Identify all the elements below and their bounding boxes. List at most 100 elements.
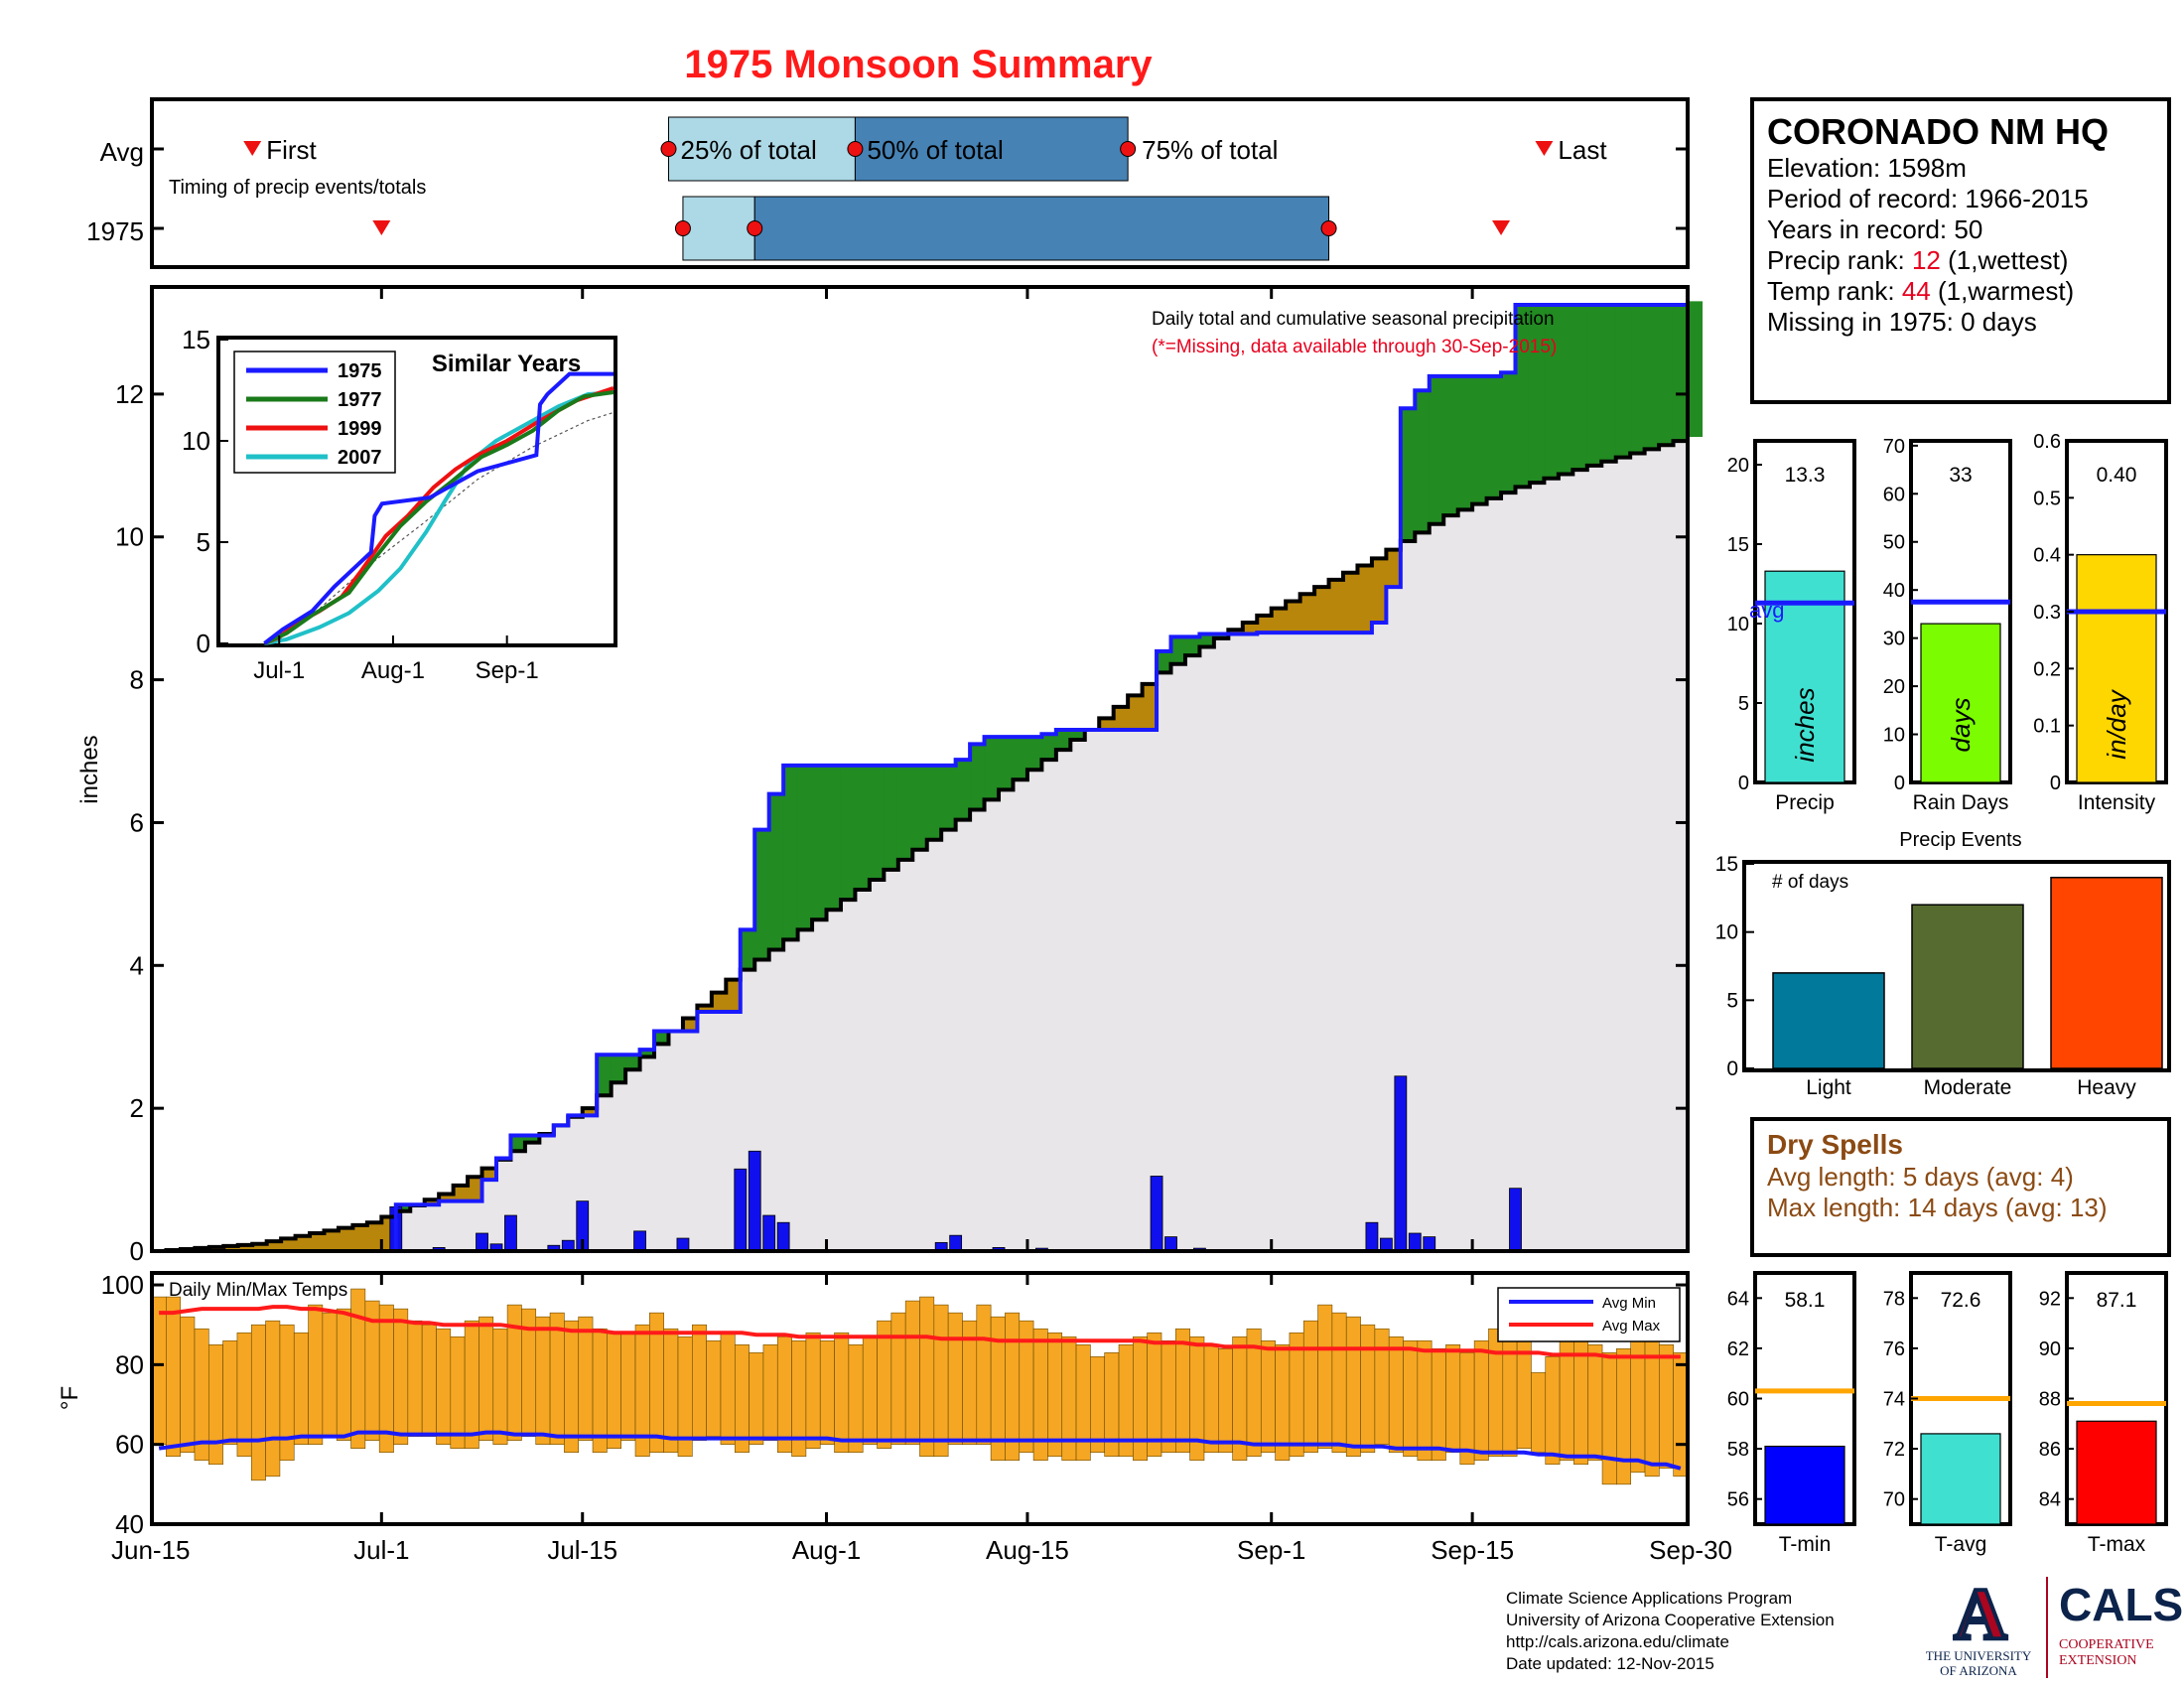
daily-temp-bar bbox=[236, 1332, 252, 1458]
event-label-moderate: Moderate bbox=[1924, 1076, 2012, 1099]
main-legend-line1: Daily total and cumulative seasonal prec… bbox=[1152, 309, 1555, 330]
main-legend-line2: (*=Missing, data available through 30-Se… bbox=[1152, 337, 1557, 357]
timing-row-1975-label: 1975 bbox=[86, 216, 144, 246]
inset-legend: 1975 1977 1999 2007 bbox=[233, 351, 396, 474]
below-average-fill bbox=[1343, 572, 1359, 633]
summary-1-tick-label: 60 bbox=[1883, 484, 1905, 505]
daily-temp-bar bbox=[1630, 1339, 1646, 1474]
main-precip-chart: 0 2 4 6 8 10 12 inches Daily total and cumulat… bbox=[76, 285, 1704, 1266]
timing-avg-q25-marker bbox=[660, 141, 677, 157]
below-average-fill bbox=[726, 979, 742, 1013]
daily-temp-bar bbox=[1417, 1339, 1433, 1462]
daily-temp-bar bbox=[862, 1336, 878, 1445]
station-frame bbox=[1750, 97, 2171, 404]
date-tick-label: Aug-1 bbox=[792, 1535, 861, 1565]
above-average-fill bbox=[999, 737, 1015, 790]
daily-temp-bar bbox=[222, 1339, 238, 1445]
event-bar-heavy bbox=[2050, 876, 2163, 1069]
above-average-fill bbox=[1586, 304, 1602, 466]
temp-plot-area bbox=[151, 1288, 1689, 1485]
daily-temp-bar bbox=[1289, 1332, 1304, 1458]
daily-precip-bar bbox=[1509, 1188, 1522, 1252]
ua-logo-line1: THE UNIVERSITY bbox=[1926, 1648, 2032, 1663]
temp-y-tick-label: 80 bbox=[115, 1349, 144, 1379]
below-average-fill bbox=[453, 1185, 469, 1201]
daily-temp-bar bbox=[663, 1328, 679, 1454]
daily-temp-bar bbox=[933, 1304, 949, 1458]
daily-temp-bar bbox=[478, 1316, 494, 1441]
daily-precip-bar bbox=[1423, 1236, 1436, 1252]
temp-legend-box bbox=[1497, 1287, 1681, 1342]
below-average-fill bbox=[1228, 630, 1244, 634]
below-average-fill bbox=[1314, 587, 1330, 633]
daily-temp-bar bbox=[1673, 1352, 1689, 1477]
below-average-fill bbox=[1357, 565, 1373, 633]
above-average-fill bbox=[1688, 301, 1704, 438]
date-tick-label: Sep-1 bbox=[1237, 1535, 1305, 1565]
daily-temp-bar bbox=[1431, 1348, 1446, 1462]
similar-years-inset: 0 5 10 15 Jul-1 Aug-1 Sep-1 Similar Years 1975… bbox=[182, 325, 617, 684]
daily-precip-bar bbox=[949, 1234, 963, 1252]
precip-events-plot: Light Moderate Heavy 0 5 10 15 bbox=[1715, 853, 2163, 1099]
footer-line4: Date updated: 12-Nov-2015 bbox=[1506, 1654, 1714, 1673]
below-average-fill bbox=[1257, 615, 1273, 633]
daily-temp-bar bbox=[607, 1332, 621, 1449]
inset-x-tick-label: Sep-1 bbox=[476, 657, 539, 684]
summary-1-tick-label: 50 bbox=[1883, 532, 1905, 554]
below-average-fill bbox=[1328, 579, 1344, 633]
precip-events-chart: Precip Events Light Moderate Heavy 0 5 10 15 #… bbox=[1715, 829, 2171, 1099]
below-average-fill bbox=[424, 1199, 440, 1205]
date-tick-label: Jul-1 bbox=[353, 1535, 409, 1565]
daily-temp-bar bbox=[819, 1339, 835, 1445]
avg-min-legend-label: Avg Min bbox=[1602, 1295, 1656, 1312]
below-average-fill bbox=[223, 1245, 239, 1251]
below-average-fill bbox=[1099, 718, 1115, 730]
above-average-fill bbox=[1486, 375, 1502, 498]
below-average-fill bbox=[697, 1005, 713, 1013]
daily-temp-bar bbox=[1445, 1343, 1461, 1454]
temp-summary-2-tick-label: 84 bbox=[2039, 1489, 2061, 1511]
daily-temp-bar bbox=[1005, 1312, 1021, 1462]
above-average-fill bbox=[1213, 633, 1229, 638]
main-y-tick-label: 10 bbox=[115, 522, 144, 552]
below-average-fill bbox=[1242, 623, 1258, 634]
date-axis: Jun-15 Jul-1 Jul-15 Aug-1 Aug-15 Sep-1 Sep-15 S… bbox=[111, 287, 1732, 1565]
summary-2-tick-label: 0.2 bbox=[2033, 658, 2061, 680]
summary-1-unit: days bbox=[1946, 698, 1976, 753]
event-label-heavy: Heavy bbox=[2077, 1076, 2136, 1099]
inset-x-tick-label: Jul-1 bbox=[253, 657, 305, 684]
timing-y1975-first-marker bbox=[372, 220, 391, 235]
summary-2-tick-label: 0.1 bbox=[2033, 716, 2061, 738]
summary-1-tick-label: 70 bbox=[1883, 436, 1905, 458]
events-y-tick-label: 10 bbox=[1715, 921, 1738, 944]
avg-max-line bbox=[159, 1305, 1681, 1359]
below-average-fill bbox=[711, 992, 727, 1013]
above-average-fill bbox=[783, 765, 799, 940]
timing-avg-q75-marker bbox=[1120, 141, 1137, 157]
inset-y-tick-label: 5 bbox=[197, 527, 210, 557]
above-average-fill bbox=[1041, 734, 1057, 761]
station-name: CORONADO NM HQ bbox=[1767, 111, 2109, 152]
daily-temp-bar bbox=[1545, 1356, 1561, 1466]
daily-temp-bar bbox=[1302, 1320, 1318, 1454]
timing-q50-label: 50% of total bbox=[867, 135, 1003, 165]
summary-2-tick-label: 0.6 bbox=[2033, 431, 2061, 453]
above-average-fill bbox=[984, 737, 1000, 800]
above-average-fill bbox=[510, 1135, 526, 1152]
above-average-fill bbox=[912, 765, 928, 850]
summary-2-unit: in/day bbox=[2102, 688, 2131, 759]
above-average-fill bbox=[1199, 633, 1215, 647]
timing-y1975-q50-marker bbox=[747, 220, 763, 236]
daily-temp-bar bbox=[564, 1320, 580, 1454]
timing-y1975-q25-marker bbox=[674, 220, 691, 236]
above-average-fill bbox=[1615, 304, 1631, 458]
above-average-fill bbox=[1429, 375, 1444, 524]
daily-temp-bar bbox=[578, 1316, 594, 1441]
below-average-fill bbox=[1113, 706, 1129, 730]
daily-temp-bar bbox=[947, 1312, 963, 1445]
avg-cumulative-line bbox=[152, 437, 1690, 1253]
inset-series-2007 bbox=[264, 390, 614, 645]
daily-precip-bar bbox=[762, 1214, 776, 1252]
below-average-fill bbox=[1371, 558, 1387, 624]
daily-temp-bar bbox=[421, 1324, 437, 1437]
